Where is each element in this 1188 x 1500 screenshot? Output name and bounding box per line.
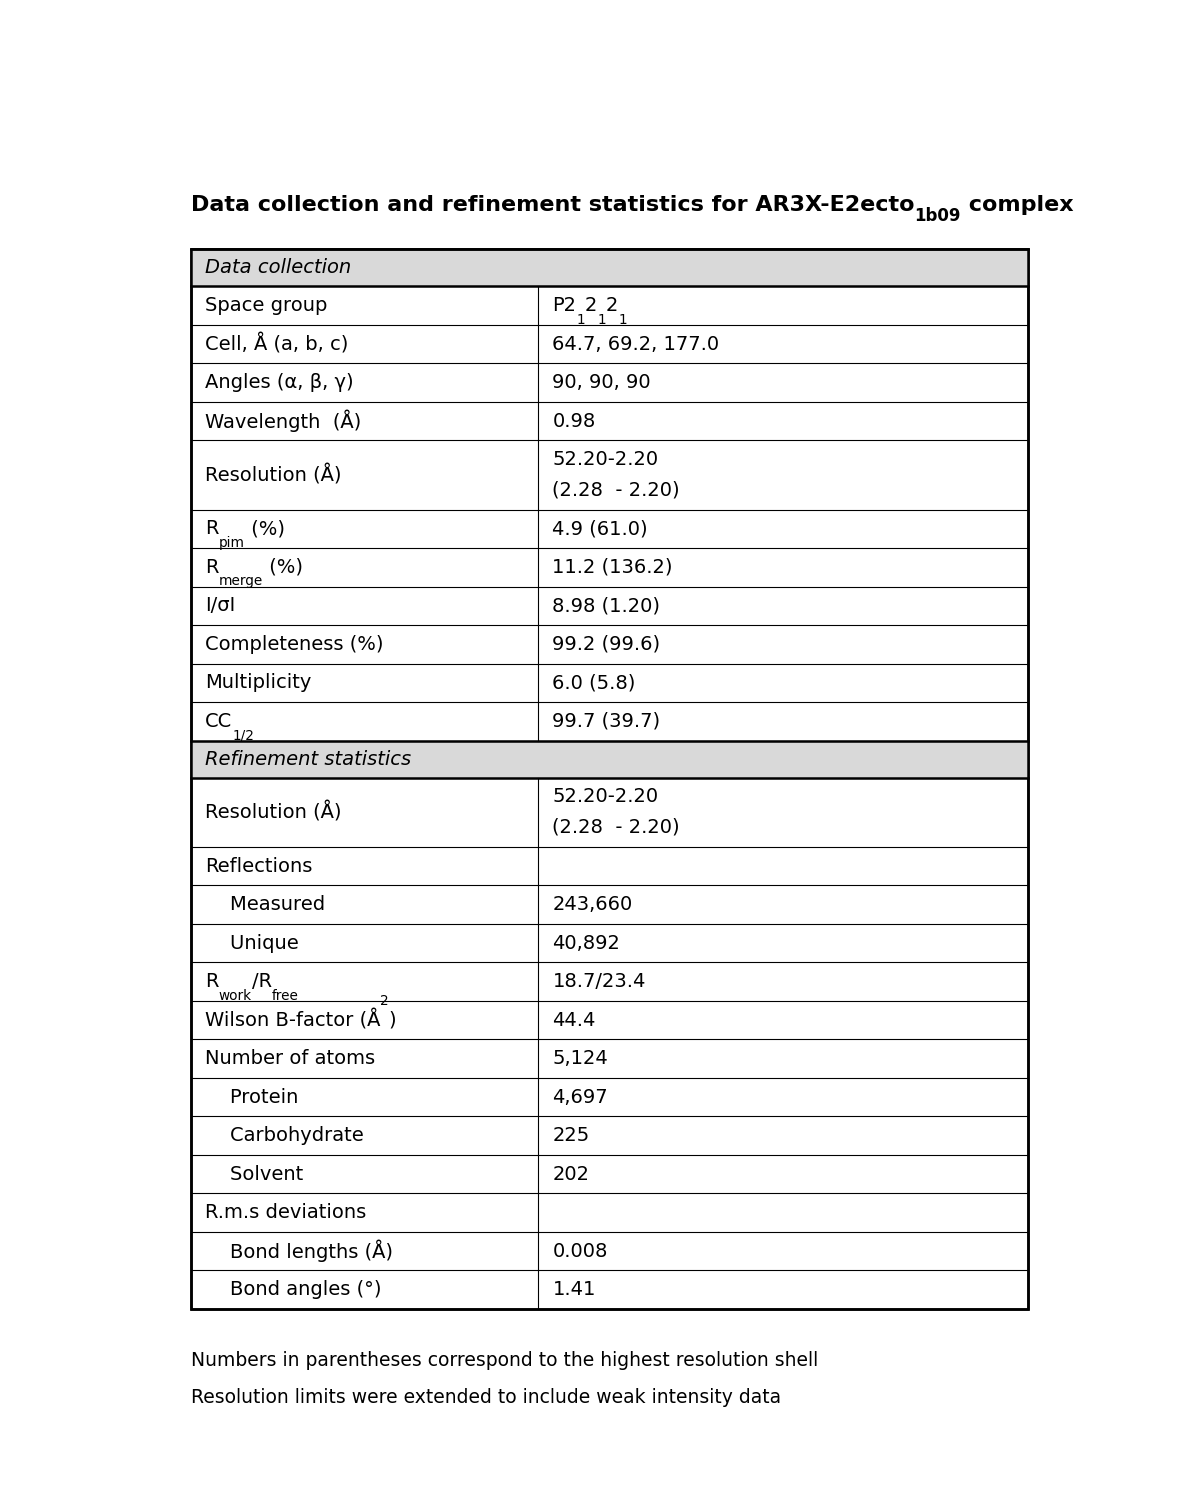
Text: free: free — [272, 988, 298, 1002]
Text: 4,697: 4,697 — [552, 1088, 608, 1107]
Text: Multiplicity: Multiplicity — [206, 674, 311, 693]
Text: Wilson B-factor (Å: Wilson B-factor (Å — [206, 1010, 380, 1031]
Text: 90, 90, 90: 90, 90, 90 — [552, 374, 651, 392]
Text: 44.4: 44.4 — [552, 1011, 596, 1029]
Text: Angles (α, β, γ): Angles (α, β, γ) — [206, 374, 354, 392]
Text: Reflections: Reflections — [206, 856, 312, 876]
Text: 1b09: 1b09 — [915, 207, 961, 225]
Text: 2: 2 — [584, 296, 598, 315]
Text: 11.2 (136.2): 11.2 (136.2) — [552, 558, 672, 578]
Text: 1: 1 — [576, 312, 584, 327]
Text: pim: pim — [219, 536, 245, 550]
Text: Refinement statistics: Refinement statistics — [206, 750, 411, 768]
Text: 1/2: 1/2 — [233, 729, 254, 742]
Text: 8.98 (1.20): 8.98 (1.20) — [552, 597, 661, 615]
Text: 40,892: 40,892 — [552, 933, 620, 952]
Text: Numbers in parentheses correspond to the highest resolution shell: Numbers in parentheses correspond to the… — [191, 1352, 819, 1370]
Text: Resolution (Å): Resolution (Å) — [206, 801, 342, 822]
Text: 6.0 (5.8): 6.0 (5.8) — [552, 674, 636, 693]
Text: 225: 225 — [552, 1126, 589, 1144]
Text: Cell, Å (a, b, c): Cell, Å (a, b, c) — [206, 333, 348, 354]
Text: R.m.s deviations: R.m.s deviations — [206, 1203, 366, 1222]
Text: Number of atoms: Number of atoms — [206, 1048, 375, 1068]
Text: Bond lengths (Å): Bond lengths (Å) — [206, 1240, 393, 1263]
Text: 52.20-2.20: 52.20-2.20 — [552, 788, 658, 807]
Text: work: work — [219, 988, 252, 1002]
Text: ): ) — [390, 1011, 403, 1029]
Text: CC: CC — [206, 712, 233, 730]
Text: 243,660: 243,660 — [552, 896, 633, 914]
Text: 5,124: 5,124 — [552, 1048, 608, 1068]
Text: merge: merge — [219, 574, 263, 588]
Bar — [191, 741, 1028, 777]
Text: Unique: Unique — [206, 933, 299, 952]
Text: /R: /R — [252, 972, 272, 992]
Text: I/σI: I/σI — [206, 597, 235, 615]
Text: Resolution limits were extended to include weak intensity data: Resolution limits were extended to inclu… — [191, 1388, 782, 1407]
Text: 2: 2 — [380, 993, 390, 1008]
Text: Resolution (Å): Resolution (Å) — [206, 465, 342, 486]
Text: 1.41: 1.41 — [552, 1280, 596, 1299]
Text: 99.2 (99.6): 99.2 (99.6) — [552, 634, 661, 654]
Text: (%): (%) — [245, 519, 285, 538]
Text: 202: 202 — [552, 1164, 589, 1184]
Text: Space group: Space group — [206, 296, 328, 315]
Text: R: R — [206, 558, 219, 578]
Text: P2: P2 — [552, 296, 576, 315]
Text: complex: complex — [961, 195, 1074, 214]
Text: 64.7, 69.2, 177.0: 64.7, 69.2, 177.0 — [552, 334, 720, 354]
Text: Solvent: Solvent — [206, 1164, 303, 1184]
Text: Measured: Measured — [206, 896, 326, 914]
Text: Completeness (%): Completeness (%) — [206, 634, 384, 654]
Text: R: R — [206, 972, 219, 992]
Text: R: R — [206, 519, 219, 538]
Text: Protein: Protein — [206, 1088, 298, 1107]
Text: (2.28  - 2.20): (2.28 - 2.20) — [552, 480, 680, 500]
Text: Wavelength  (Å): Wavelength (Å) — [206, 410, 361, 432]
Text: (2.28  - 2.20): (2.28 - 2.20) — [552, 818, 680, 837]
Text: Data collection: Data collection — [206, 258, 352, 278]
Text: 1: 1 — [598, 312, 606, 327]
Text: 52.20-2.20: 52.20-2.20 — [552, 450, 658, 470]
Text: Data collection and refinement statistics for AR3X-E2ecto: Data collection and refinement statistic… — [191, 195, 915, 214]
Text: Bond angles (°): Bond angles (°) — [206, 1280, 381, 1299]
Text: 18.7/23.4: 18.7/23.4 — [552, 972, 646, 992]
Text: 2: 2 — [606, 296, 619, 315]
Text: 0.008: 0.008 — [552, 1242, 608, 1260]
Text: 99.7 (39.7): 99.7 (39.7) — [552, 712, 661, 730]
Text: Carbohydrate: Carbohydrate — [206, 1126, 364, 1144]
Text: 0.98: 0.98 — [552, 411, 595, 430]
Text: (%): (%) — [263, 558, 303, 578]
Text: 4.9 (61.0): 4.9 (61.0) — [552, 519, 649, 538]
Text: 1: 1 — [619, 312, 627, 327]
Bar — [191, 249, 1028, 286]
